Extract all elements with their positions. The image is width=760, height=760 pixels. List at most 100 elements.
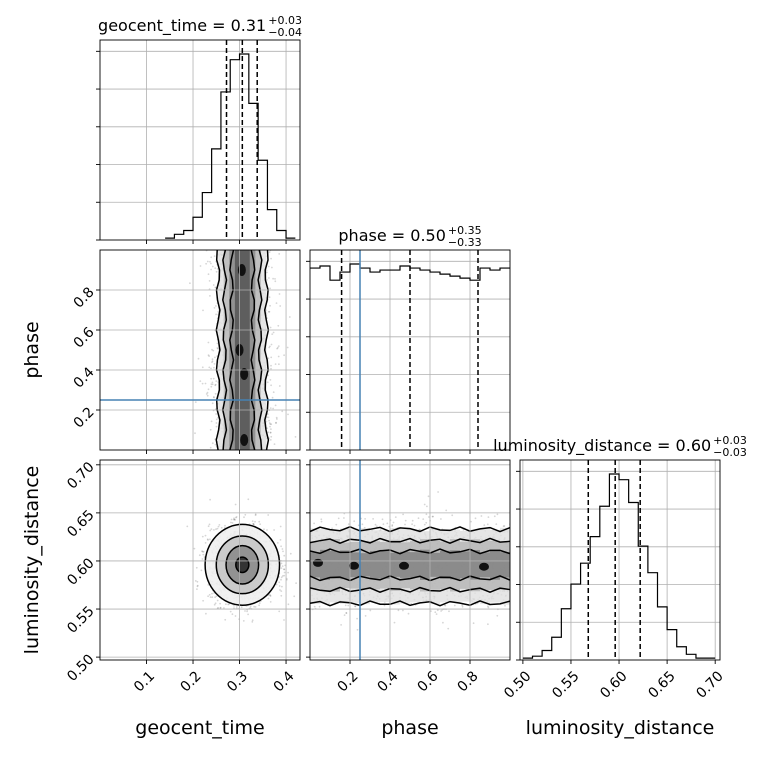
scatter-point [276, 418, 278, 420]
scatter-point [283, 554, 286, 557]
scatter-point [276, 347, 278, 350]
scatter-point [280, 578, 282, 581]
scatter-point [270, 364, 272, 367]
scatter-point [402, 513, 404, 516]
scatter-point [210, 383, 213, 386]
scatter-point [266, 529, 268, 531]
scatter-point [208, 366, 211, 369]
scatter-point [276, 542, 279, 544]
scatter-point [224, 618, 227, 621]
scatter-point [230, 518, 233, 521]
scatter-point [210, 528, 213, 530]
scatter-point [268, 422, 271, 424]
scatter-point [287, 603, 290, 606]
scatter-point [235, 516, 237, 519]
scatter-point [270, 435, 273, 438]
scatter-point [267, 416, 270, 419]
scatter-point [235, 516, 238, 518]
scatter-point [383, 604, 386, 607]
scatter-point [268, 296, 271, 299]
scatter-point [268, 593, 271, 596]
scatter-point [233, 518, 236, 521]
scatter-point [214, 596, 217, 599]
scatter-point [448, 610, 450, 613]
scatter-point [275, 416, 278, 419]
scatter-point [211, 358, 214, 361]
scatter-point [278, 293, 281, 295]
scatter-point [270, 423, 273, 426]
scatter-point [423, 503, 426, 506]
scatter-point [214, 392, 217, 395]
scatter-point [204, 382, 207, 385]
contour-line [263, 250, 270, 450]
scatter-point [269, 423, 272, 425]
scatter-point [269, 345, 271, 348]
scatter-point [269, 379, 272, 381]
scatter-point [279, 589, 281, 591]
scatter-point [381, 518, 384, 521]
scatter-point [283, 568, 286, 571]
scatter-point [210, 385, 213, 388]
scatter-point [202, 599, 205, 602]
scatter-point [286, 346, 289, 349]
scatter-point [270, 428, 272, 430]
scatter-point [194, 432, 196, 435]
scatter-point [201, 382, 204, 385]
scatter-point [207, 525, 210, 528]
scatter-point [376, 525, 378, 528]
scatter-point [269, 595, 272, 597]
scatter-point [275, 421, 277, 424]
scatter-point [217, 525, 220, 528]
scatter-point [243, 516, 245, 519]
scatter-point [280, 590, 283, 592]
scatter-point [211, 361, 213, 364]
scatter-point [210, 262, 212, 265]
scatter-point [209, 529, 212, 532]
scatter-point [213, 529, 215, 531]
scatter-point [288, 316, 291, 318]
scatter-point [204, 534, 207, 537]
scatter-point [279, 305, 282, 307]
scatter-point [233, 517, 235, 520]
scatter-point [247, 613, 250, 616]
scatter-point [211, 383, 214, 386]
scatter-point [269, 594, 272, 597]
scatter-point [493, 515, 496, 518]
scatter-point [249, 605, 252, 607]
scatter-point [209, 498, 212, 501]
scatter-point [267, 310, 270, 313]
scatter-point [252, 523, 255, 526]
scatter-point [215, 380, 218, 382]
scatter-point [354, 605, 356, 608]
scatter-point [283, 619, 285, 621]
scatter-point [225, 603, 227, 606]
scatter-point [209, 596, 212, 598]
scatter-point [258, 602, 261, 604]
scatter-point [269, 425, 271, 428]
scatter-point [195, 566, 198, 569]
scatter-point [216, 347, 219, 349]
scatter-point [205, 393, 208, 395]
scatter-point [347, 604, 350, 607]
scatter-point [205, 612, 207, 615]
scatter-point [216, 599, 219, 602]
scatter-point [283, 354, 285, 357]
scatter-point [209, 446, 212, 449]
scatter-point [244, 610, 246, 612]
scatter-point [186, 525, 189, 528]
scatter-point [279, 525, 282, 528]
scatter-point [213, 363, 216, 365]
scatter-point [199, 265, 202, 267]
contour-line [229, 250, 235, 450]
scatter-point [295, 582, 297, 584]
contour-line [250, 250, 256, 450]
scatter-point [206, 260, 209, 263]
scatter-point [215, 413, 218, 415]
scatter-point [274, 280, 277, 283]
scatter-point [216, 527, 219, 530]
scatter-point [246, 610, 249, 613]
scatter-point [199, 380, 202, 382]
scatter-point [206, 538, 209, 541]
scatter-point [320, 518, 323, 521]
